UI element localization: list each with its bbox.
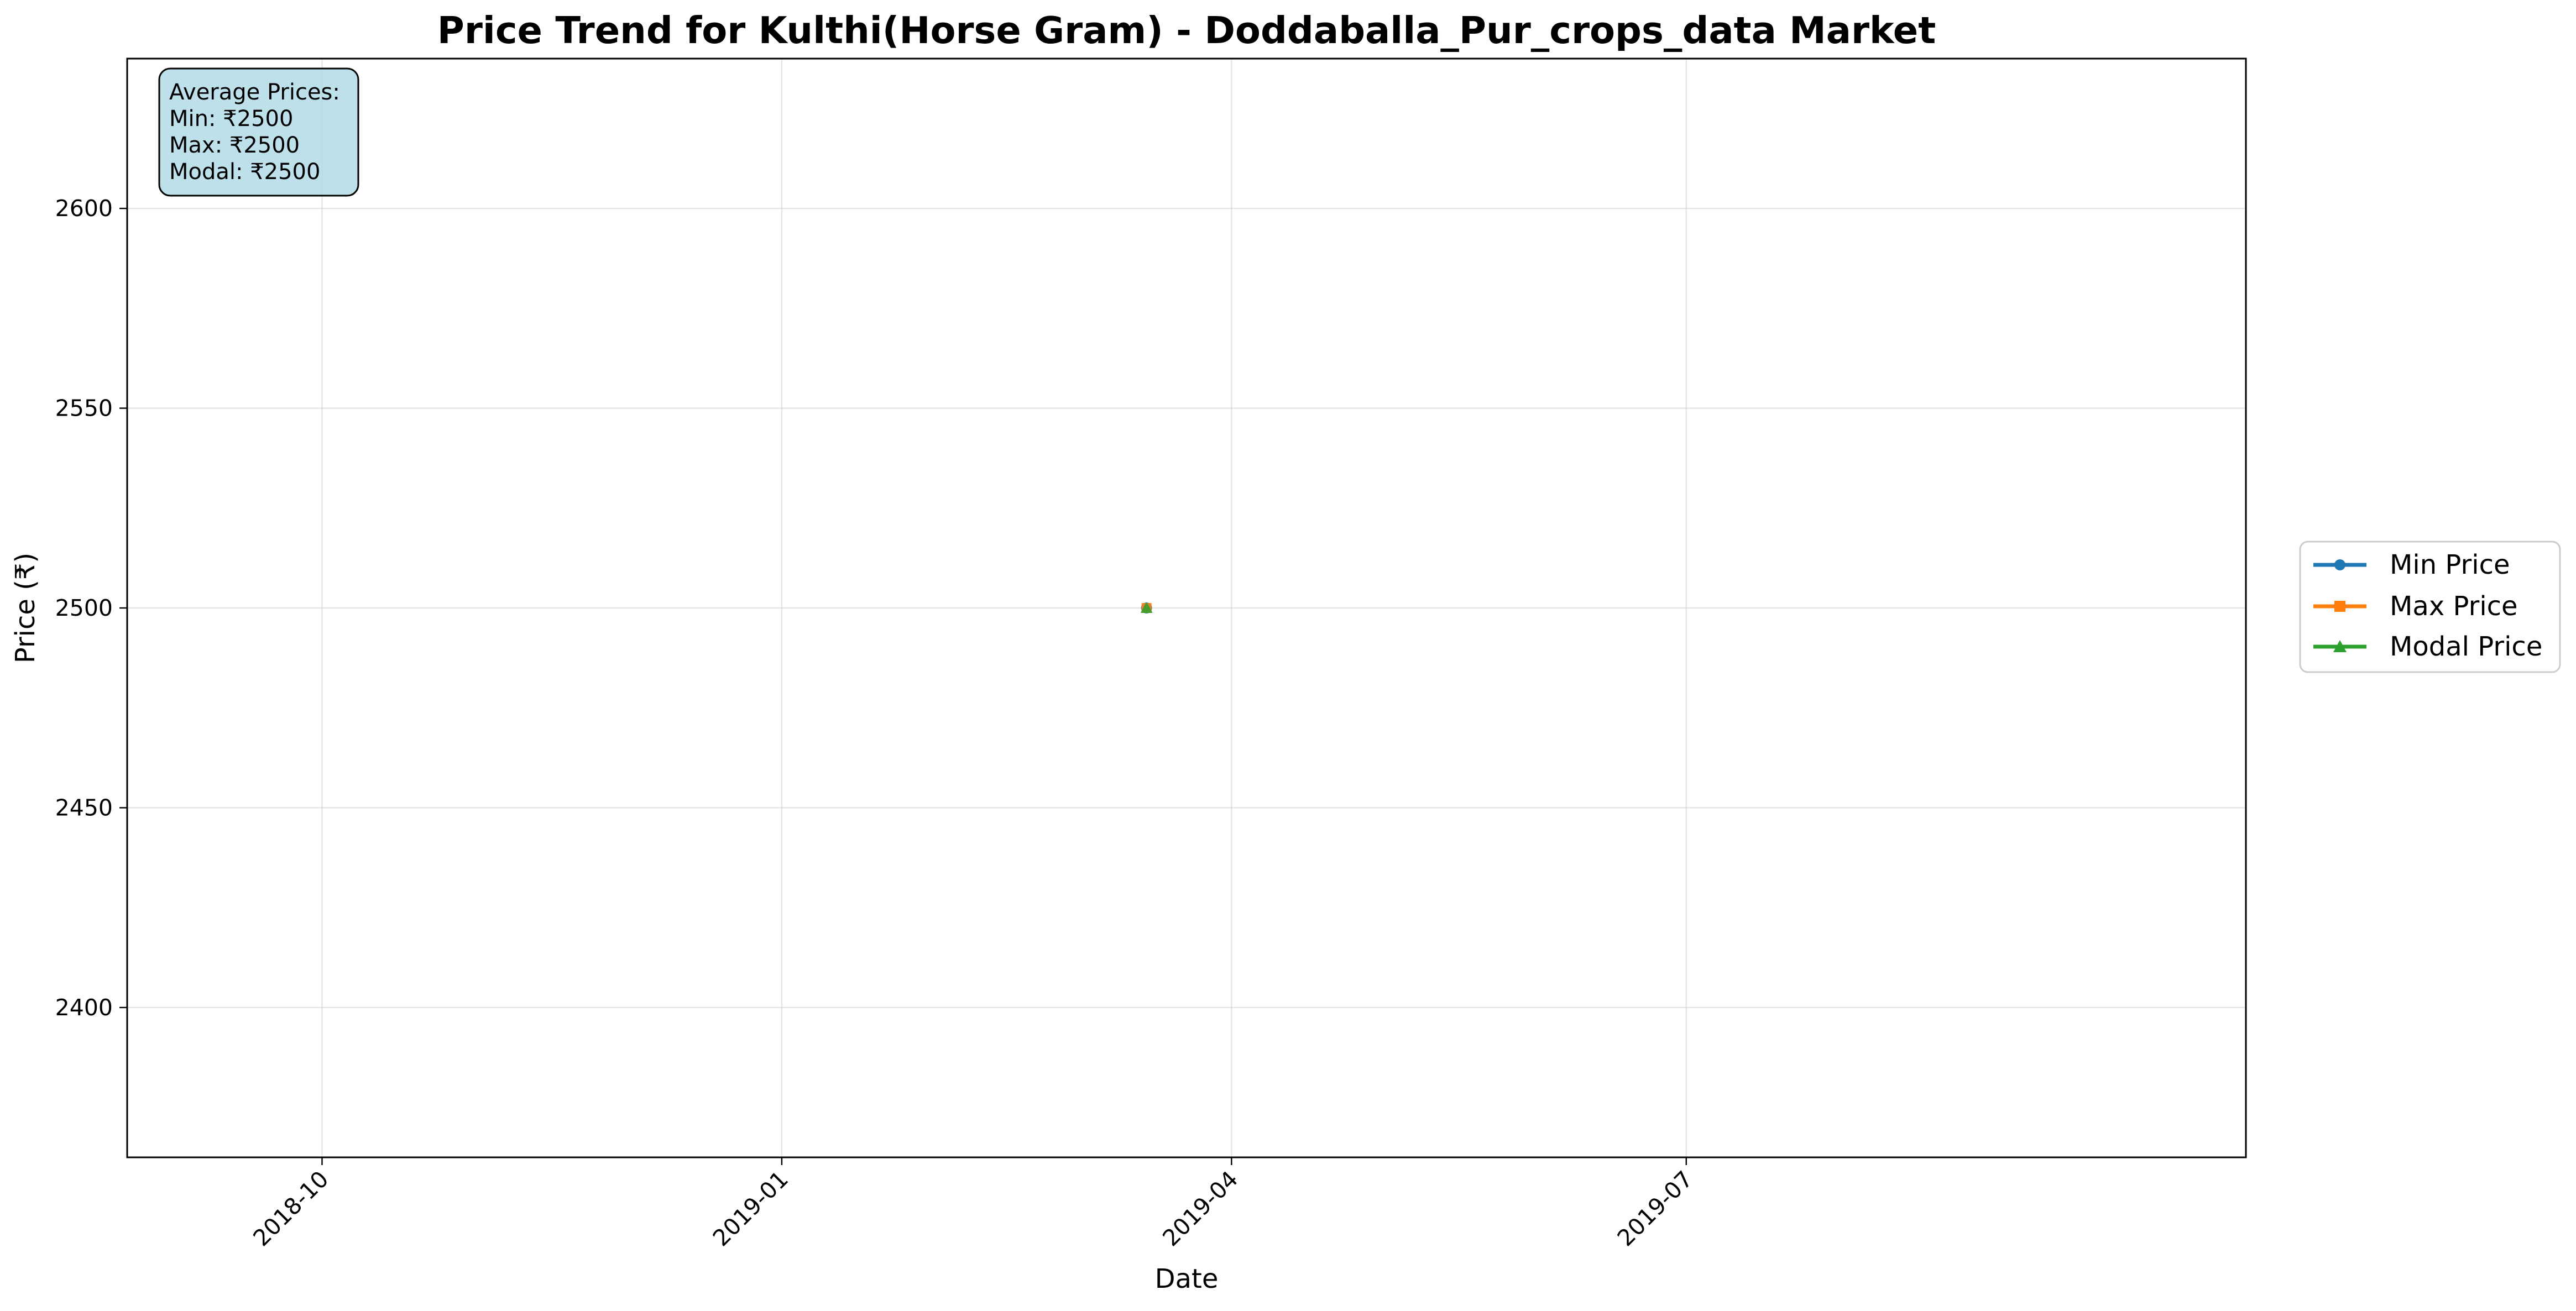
- y-axis-label: Price (₹): [10, 553, 41, 663]
- legend-item-max-price: Max Price: [2313, 591, 2518, 622]
- series-layer: [1140, 602, 1153, 613]
- legend: Min Price Max Price Modal Price: [2299, 541, 2561, 673]
- legend-marker-modal-price: [2333, 640, 2347, 652]
- y-tick-label: 2550: [55, 395, 113, 422]
- average-prices-box: Average Prices: Min: ₹2500 Max: ₹2500 Mo…: [158, 67, 359, 197]
- legend-marker-max-price: [2334, 601, 2345, 612]
- y-tick-label: 2500: [55, 595, 113, 621]
- legend-item-modal-price: Modal Price: [2313, 631, 2542, 662]
- series-modal-price: [1140, 602, 1153, 613]
- legend-label-modal-price: Modal Price: [2390, 631, 2542, 662]
- average-prices-background: [158, 67, 359, 197]
- y-tick-label: 2450: [55, 794, 113, 821]
- legend-marker-min-price: [2334, 559, 2345, 570]
- y-tick-label: 2400: [55, 994, 113, 1021]
- grid: [127, 59, 2246, 1157]
- average-prices-heading: Average Prices:: [169, 80, 340, 105]
- x-axis-label: Date: [1155, 1263, 1219, 1294]
- average-min-price: Min: ₹2500: [169, 106, 293, 132]
- average-max-price: Max: ₹2500: [169, 133, 300, 158]
- legend-frame: [2299, 541, 2561, 673]
- legend-label-min-price: Min Price: [2390, 549, 2510, 580]
- average-modal-price: Modal: ₹2500: [169, 159, 320, 185]
- data-point-modal-price: [1140, 602, 1153, 613]
- chart-title: Price Trend for Kulthi(Horse Gram) - Dod…: [437, 9, 1936, 52]
- legend-label-max-price: Max Price: [2390, 591, 2518, 622]
- y-tick-label: 2600: [55, 195, 113, 222]
- legend-item-min-price: Min Price: [2313, 549, 2510, 580]
